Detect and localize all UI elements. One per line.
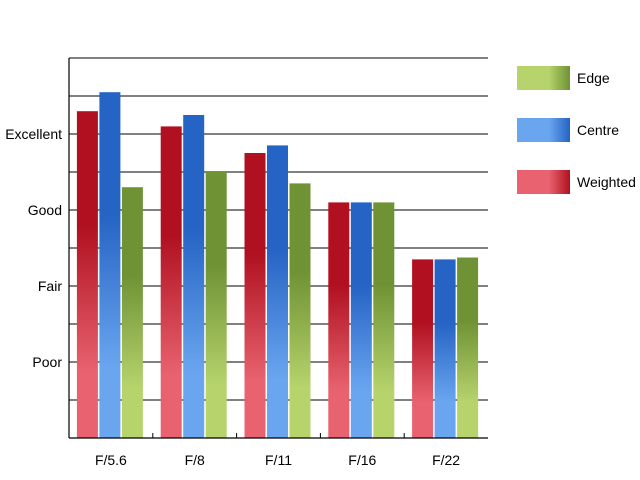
bar-edge-f56 <box>121 187 143 438</box>
bar-centre-f11 <box>267 145 288 438</box>
legend-label-centre: Centre <box>577 122 619 138</box>
bar-edge-f16 <box>373 202 395 438</box>
bar-centre-f22 <box>434 259 456 438</box>
y-tick-label: Excellent <box>5 126 62 142</box>
x-tick-label: F/22 <box>432 452 460 468</box>
x-tick-label: F/16 <box>348 452 376 468</box>
bar-weighted-f56 <box>76 111 98 438</box>
y-tick-label: Poor <box>32 354 62 370</box>
bar-weighted-f22 <box>412 259 434 438</box>
bar-weighted-f11 <box>244 153 266 438</box>
bars <box>76 92 479 439</box>
legend-swatch-centre <box>517 118 570 142</box>
bar-centre-f16 <box>350 202 372 438</box>
y-tick-label: Good <box>28 202 62 218</box>
axis-labels: Poor Fair Good Excellent F/5.6 F/8 F/11 F/16 F/2… <box>5 126 460 468</box>
bar-edge-f11 <box>289 183 311 438</box>
x-tick-label: F/5.6 <box>95 452 127 468</box>
bar-weighted-f16 <box>328 202 350 438</box>
bar-edge-f22 <box>457 257 479 438</box>
y-tick-label: Fair <box>38 278 62 294</box>
legend-swatch-weighted <box>517 170 570 194</box>
bar-centre-f56 <box>99 92 121 438</box>
bar-weighted-f8 <box>160 126 182 439</box>
bar-centre-f8 <box>183 115 205 438</box>
x-tick-label: F/8 <box>185 452 205 468</box>
legend: Edge Centre Weighted <box>517 66 636 194</box>
legend-swatch-edge <box>517 66 570 90</box>
legend-label-weighted: Weighted <box>577 174 636 190</box>
axes <box>68 58 488 439</box>
bar-edge-f8 <box>205 172 227 438</box>
legend-label-edge: Edge <box>577 70 610 86</box>
x-tick-label: F/11 <box>265 452 292 468</box>
